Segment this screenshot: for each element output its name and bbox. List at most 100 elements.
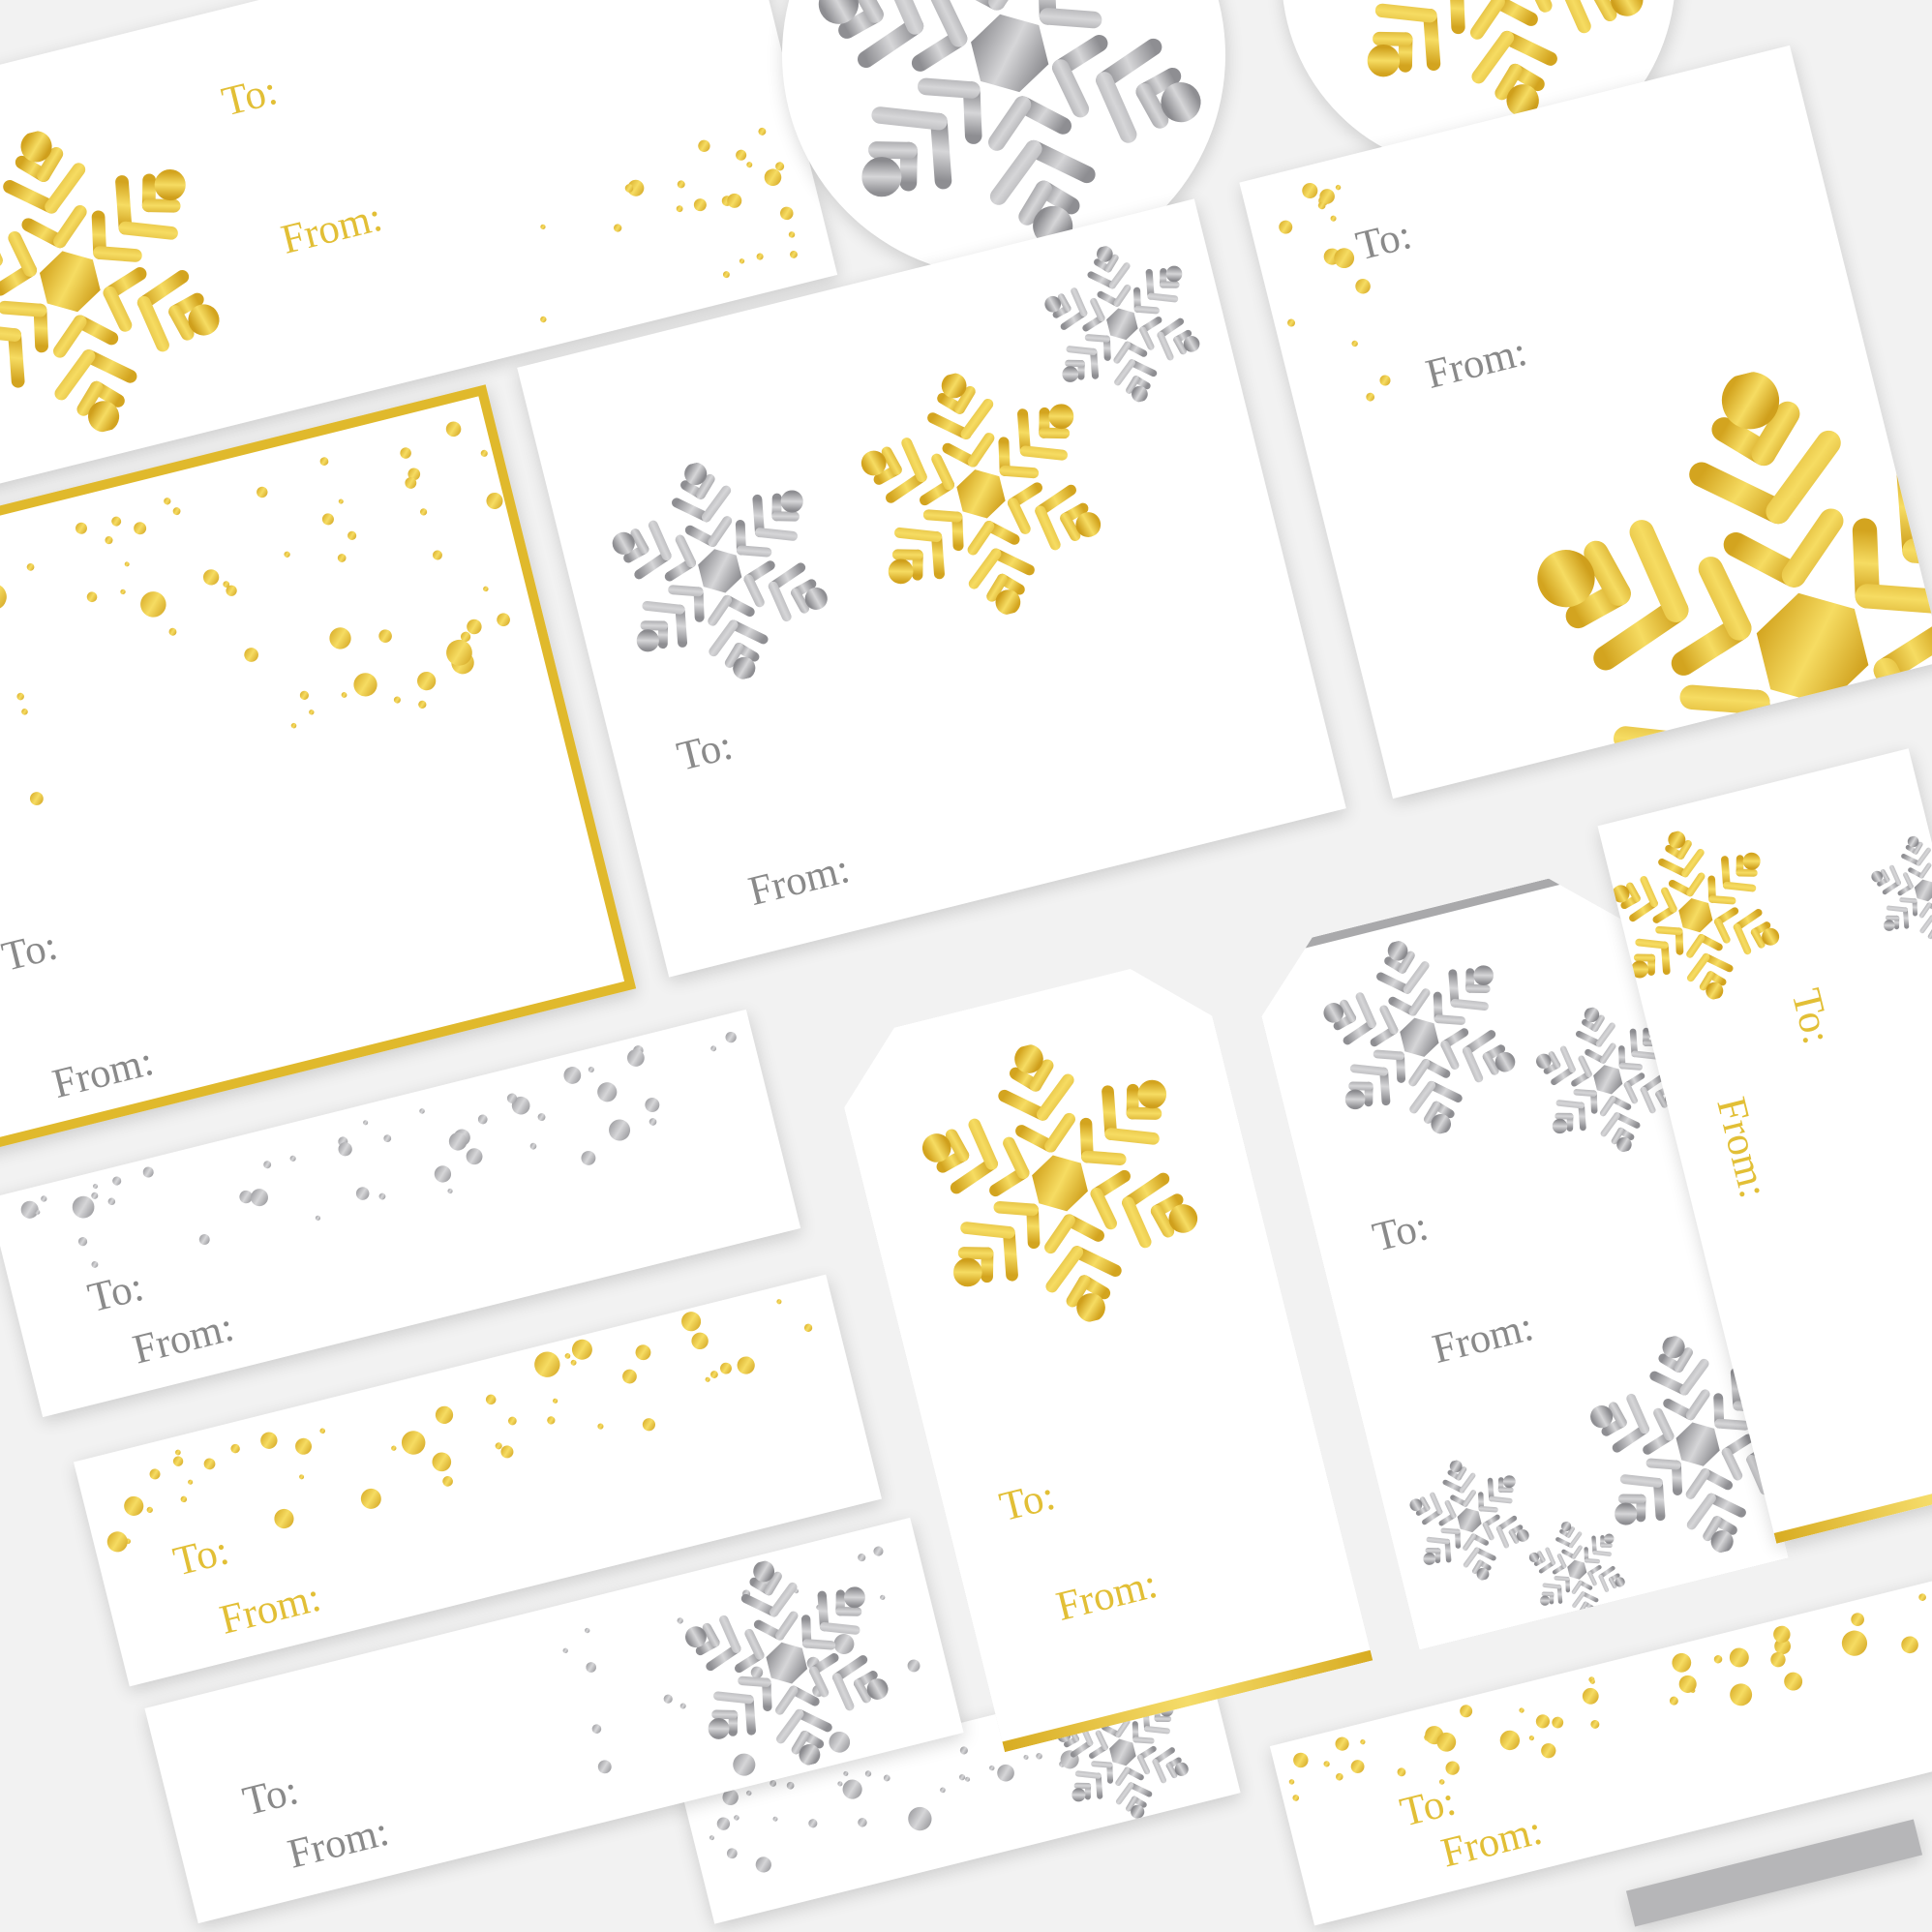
confetti-dot [833, 1634, 855, 1654]
confetti-dot [168, 627, 177, 636]
confetti-dot [223, 581, 230, 588]
confetti-dot [260, 1432, 278, 1449]
confetti-dot [442, 1476, 453, 1487]
confetti-dot [244, 648, 258, 662]
confetti-dot [737, 1356, 755, 1374]
confetti-dot [417, 671, 437, 691]
confetti-dot [764, 168, 782, 187]
confetti-dot [435, 1405, 454, 1424]
confetti-dot [251, 1189, 268, 1207]
confetti-dot [1279, 220, 1293, 234]
confetti-dot [1319, 189, 1335, 204]
silver-dots-label: To: From: [0, 1009, 801, 1418]
from-label: From: [743, 846, 855, 916]
confetti-dot [1528, 1736, 1534, 1741]
confetti-dot [858, 1554, 866, 1562]
confetti-dot [1774, 1638, 1792, 1655]
confetti-dots [1288, 1593, 1926, 1801]
confetti-dot [958, 1774, 966, 1781]
confetti-dot [401, 1431, 426, 1455]
confetti-dot [1535, 1714, 1551, 1729]
confetti-dot [480, 449, 488, 457]
confetti-dot [1729, 1647, 1749, 1668]
confetti-dot [1288, 1779, 1295, 1785]
confetti-dot [188, 1479, 194, 1485]
confetti-dot [1379, 375, 1391, 386]
gold-border-dots-card: To: From: [0, 384, 637, 1156]
confetti-dot [725, 1031, 737, 1043]
confetti-dot [746, 1790, 752, 1796]
confetti-dot [1841, 1630, 1868, 1656]
confetti-dot [1360, 1739, 1366, 1745]
confetti-dot [120, 589, 126, 595]
confetti-dot [858, 1818, 867, 1827]
confetti-dot [1317, 201, 1326, 210]
confetti-dot [295, 1437, 313, 1455]
confetti-dot [378, 1192, 386, 1200]
confetti-dot [111, 516, 122, 527]
confetti-dot [586, 1662, 597, 1673]
confetti-dot [908, 1806, 932, 1831]
confetti-dot [864, 1770, 872, 1777]
confetti-dot [779, 206, 794, 221]
confetti-dot [338, 498, 344, 504]
confetti-dot [203, 1458, 216, 1470]
confetti-dot [20, 1200, 39, 1219]
confetti-dot [1287, 318, 1296, 327]
confetti-dot [511, 1096, 530, 1115]
confetti-dot [626, 1049, 645, 1067]
confetti-dot [341, 692, 347, 698]
confetti-dot [883, 1774, 891, 1782]
confetti-dot [534, 1351, 560, 1377]
confetti-dot [709, 1835, 714, 1841]
confetti-dot [393, 696, 401, 704]
confetti-dot [315, 1215, 321, 1222]
confetti-dot [142, 1166, 154, 1178]
confetti-dot [329, 627, 351, 649]
confetti-dot [408, 468, 421, 481]
confetti-dot [663, 1694, 673, 1704]
snowflake-icon [1857, 823, 1932, 957]
confetti-dot [627, 179, 645, 196]
confetti-dot [391, 1445, 397, 1451]
confetti-dot [716, 1817, 731, 1830]
confetti-dot [418, 700, 427, 709]
confetti-dot [180, 1495, 188, 1503]
confetti-dot [1293, 1752, 1309, 1768]
confetti-dot [676, 205, 683, 213]
confetti-dot [1397, 1767, 1406, 1777]
confetti-dot [965, 1776, 971, 1782]
confetti-dot [537, 1113, 546, 1122]
confetti-dot [500, 1445, 514, 1459]
confetti-dot [645, 1097, 660, 1112]
confetti-dot [1335, 184, 1342, 191]
confetti-dot [571, 1339, 592, 1360]
confetti-dot [570, 1359, 577, 1366]
confetti-dot [736, 149, 747, 161]
confetti-dots [106, 1299, 813, 1553]
confetti-dot [419, 508, 428, 516]
confetti-dot [756, 253, 764, 260]
confetti-dot [483, 586, 489, 592]
confetti-dot [41, 1195, 47, 1202]
confetti-dot [284, 551, 290, 558]
confetti-dot [319, 1428, 326, 1434]
confetti-dot [460, 631, 471, 642]
confetti-dot [347, 530, 357, 540]
to-label: To: [995, 1472, 1060, 1531]
confetti-dot [734, 1815, 740, 1821]
confetti-dot [146, 1506, 153, 1514]
confetti-dot [788, 231, 796, 238]
confetti-dot [1355, 278, 1371, 294]
confetti-dot [419, 1108, 425, 1114]
confetti-dot [907, 1659, 921, 1673]
confetti-dot [107, 1197, 116, 1206]
confetti-dot [1445, 1761, 1460, 1775]
confetti-dot [1330, 215, 1337, 222]
confetti-dot [677, 180, 685, 189]
confetti-dot [1901, 1636, 1918, 1654]
confetti-dot [772, 1816, 778, 1822]
confetti-dot [337, 554, 347, 562]
confetti-dot [529, 1142, 537, 1150]
confetti-dot [1519, 1707, 1524, 1713]
